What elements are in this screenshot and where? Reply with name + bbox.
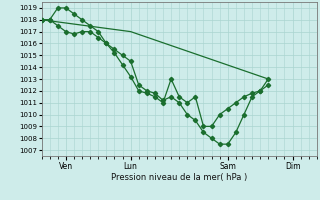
X-axis label: Pression niveau de la mer( hPa ): Pression niveau de la mer( hPa ) bbox=[111, 173, 247, 182]
